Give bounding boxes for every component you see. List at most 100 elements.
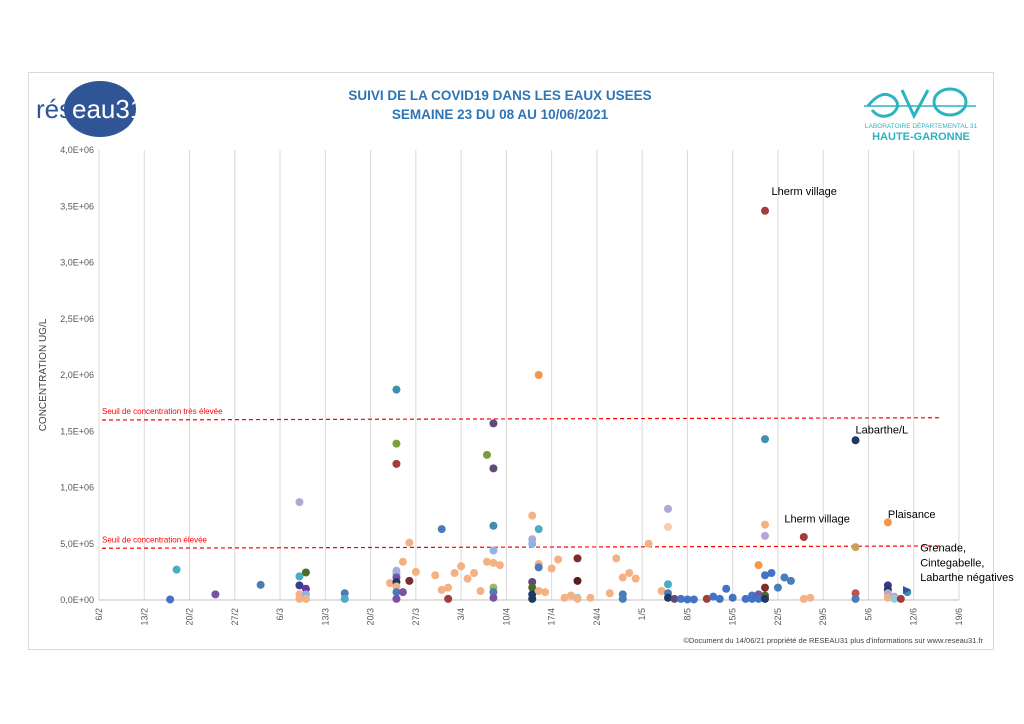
data-point	[476, 587, 485, 595]
chart-title: SUIVI DE LA COVID19 DANS LES EAUX USEES …	[300, 86, 700, 124]
x-tick-label: 27/2	[230, 608, 240, 626]
threshold-label: Seuil de concentration élevée	[102, 535, 208, 544]
data-point	[301, 594, 310, 603]
data-point	[780, 573, 789, 582]
data-point	[528, 539, 537, 548]
data-point	[489, 546, 498, 555]
data-point	[392, 588, 401, 597]
y-tick-label: 4,0E+06	[60, 145, 94, 155]
y-tick-label: 5,0E+05	[60, 539, 94, 549]
data-point	[586, 593, 595, 602]
x-tick-label: 5/6	[863, 608, 873, 621]
data-point	[799, 594, 808, 603]
data-point	[786, 576, 795, 585]
data-point	[664, 504, 673, 513]
annotation-label: Lherm village	[784, 513, 849, 525]
data-point	[340, 589, 349, 598]
x-tick-label: 24/4	[592, 608, 602, 626]
data-point	[295, 572, 304, 581]
data-point	[528, 511, 537, 520]
axes: 6/2 13/2 20/2 27/2 6/3 13/3 20/3 27/3 3/4 10/4 17/…	[60, 145, 964, 626]
data-point	[676, 594, 685, 603]
data-point	[340, 594, 349, 603]
data-point	[301, 568, 310, 577]
data-point	[625, 569, 634, 577]
data-point	[761, 520, 770, 529]
data-point	[463, 574, 472, 583]
x-tick-label: 1/5	[637, 608, 647, 621]
x-tick-label: 3/4	[456, 608, 466, 621]
data-point	[728, 593, 737, 602]
data-point	[450, 569, 459, 577]
annotations: Lherm village Labarthe/L Lherm village Plai…	[771, 186, 1014, 594]
y-tick-label: 3,0E+06	[60, 258, 94, 268]
data-point	[573, 576, 582, 585]
data-point	[761, 531, 770, 540]
title-line-2: SEMAINE 23 DU 08 AU 10/06/2021	[391, 107, 609, 122]
data-point	[702, 594, 711, 603]
data-point	[392, 594, 401, 603]
data-point	[670, 594, 679, 603]
data-point	[851, 594, 860, 603]
data-point	[851, 543, 860, 552]
data-point	[896, 594, 905, 603]
annotation-label: Labarthe négatives	[920, 572, 1014, 584]
data-point	[773, 583, 782, 592]
data-point	[411, 567, 420, 576]
data-point	[489, 521, 498, 530]
data-point	[683, 595, 692, 604]
data-point	[489, 464, 498, 473]
data-point	[528, 578, 537, 586]
data-point	[482, 450, 491, 459]
y-tick-label: 0,0E+00	[60, 595, 94, 605]
data-point	[605, 589, 614, 598]
data-point	[437, 585, 446, 594]
data-point	[664, 593, 673, 602]
data-point	[444, 583, 453, 592]
data-point	[767, 569, 776, 577]
data-point	[211, 590, 220, 599]
x-tick-label: 10/4	[501, 608, 511, 626]
data-point	[392, 582, 401, 591]
data-point	[722, 584, 731, 593]
data-point	[534, 563, 543, 572]
data-point	[851, 436, 860, 445]
data-point	[709, 592, 718, 601]
data-point	[618, 594, 627, 603]
data-point	[444, 594, 453, 603]
data-point	[437, 525, 446, 534]
x-tick-label: 13/2	[139, 608, 149, 626]
data-point	[541, 588, 550, 597]
annotation-label: Cintegabelle,	[920, 557, 984, 569]
x-tick-label: 27/3	[411, 608, 421, 626]
data-point	[799, 533, 808, 541]
data-point	[405, 576, 414, 585]
data-point	[489, 593, 498, 602]
data-point	[554, 555, 563, 564]
data-point	[534, 587, 543, 595]
data-point	[398, 557, 407, 566]
data-point	[560, 593, 569, 602]
data-point	[851, 589, 860, 598]
x-tick-label: 6/3	[275, 608, 285, 621]
data-point	[534, 525, 543, 534]
cd31-logo: LABORATOIRE DÉPARTEMENTAL 31 HAUTE-GARON…	[864, 87, 977, 143]
data-point	[392, 459, 401, 468]
data-points	[166, 206, 912, 604]
data-point	[748, 594, 757, 603]
data-point	[295, 498, 304, 507]
data-point	[295, 581, 304, 590]
data-point	[573, 554, 582, 563]
y-tick-label: 1,0E+06	[60, 483, 94, 493]
data-point	[392, 439, 401, 448]
data-point	[392, 385, 401, 394]
x-gridlines	[98, 150, 960, 600]
reseau31-logo: rés eau31	[36, 81, 138, 137]
data-point	[644, 539, 653, 548]
data-point	[495, 561, 504, 570]
data-point	[715, 594, 724, 603]
data-point	[806, 593, 815, 602]
data-point	[754, 561, 763, 570]
data-point	[754, 594, 763, 603]
